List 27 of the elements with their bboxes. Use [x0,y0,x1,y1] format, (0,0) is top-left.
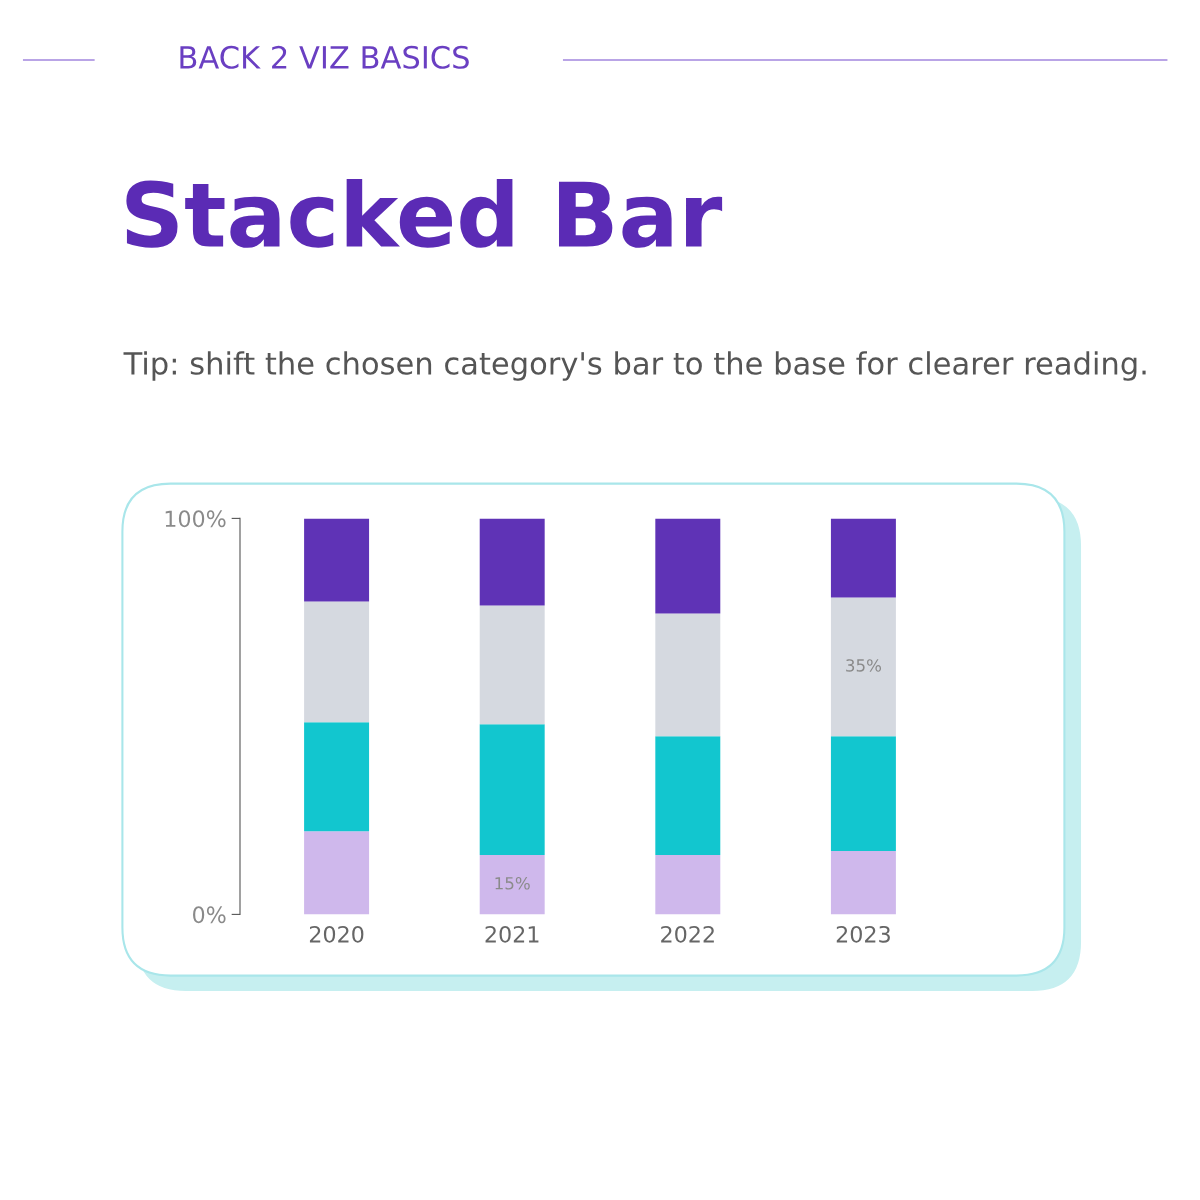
bar [304,831,370,915]
bar [304,601,370,723]
bar [830,518,896,598]
bar [655,736,721,855]
bar [655,855,721,915]
text: BACK 2 VIZ BASICS [180,45,469,69]
x-tick-label: 2023 [836,925,890,943]
y-tick-label: 100% [165,510,226,528]
x-tick-label: 2021 [485,925,539,943]
data-label: 35% [846,659,882,672]
bar [479,724,545,855]
bar [655,613,721,737]
chart-title: Stacked Bar [126,178,723,248]
chart-subtitle: Tip: shift the chosen category's bar to the base for clearer reading. [123,351,1146,381]
bar [830,597,896,737]
y-tick-label: 0% [193,906,226,924]
bar [655,518,721,614]
bar [479,518,545,606]
bar [830,736,896,852]
bar [304,722,370,832]
bar [304,518,370,602]
bar [830,851,896,915]
data-label: 15% [495,876,530,890]
x-tick-label: 2020 [309,925,364,943]
bar [479,605,545,725]
x-tick-label: 2022 [661,925,714,943]
bar [479,855,545,915]
